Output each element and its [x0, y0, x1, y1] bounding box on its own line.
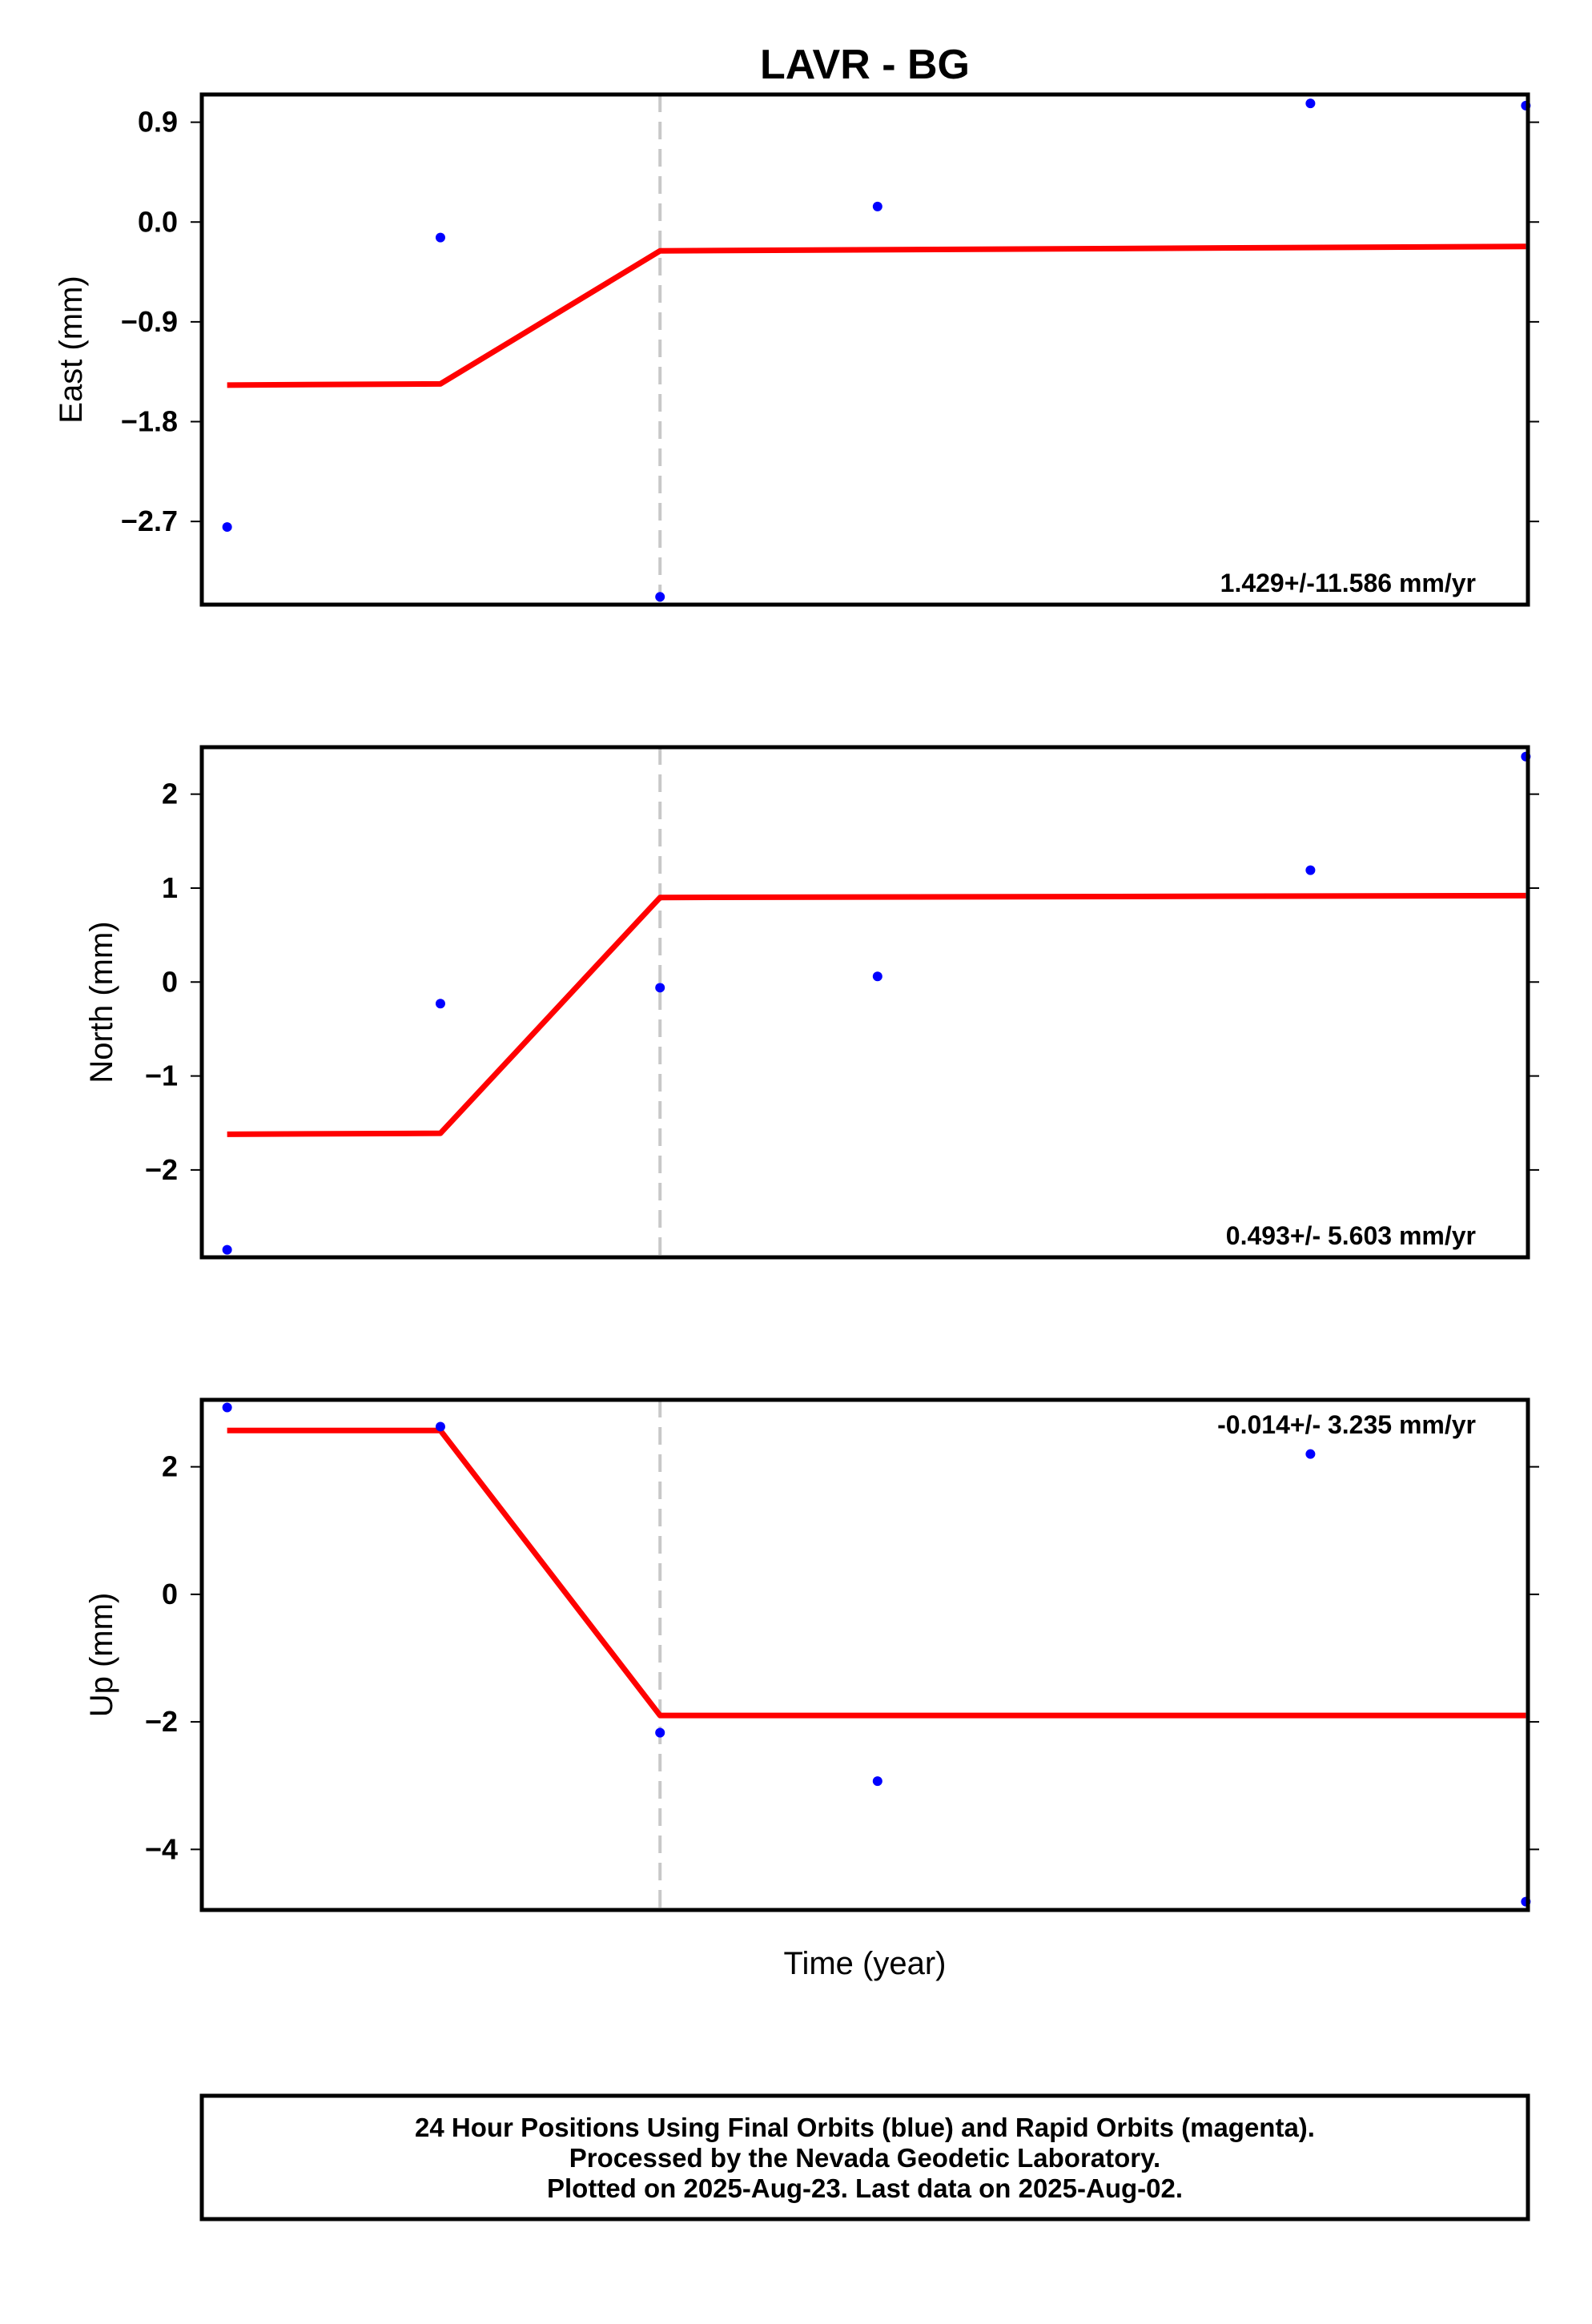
y-axis-label: North (mm): [84, 921, 119, 1083]
data-point: [435, 232, 445, 243]
y-tick-label: 0: [162, 965, 178, 998]
footer-frame: [199, 2093, 1530, 2221]
data-point: [222, 1402, 232, 1413]
panel-frame: [199, 1397, 1530, 1912]
velocity-label: -0.014+/- 3.235 mm/yr: [1217, 1410, 1476, 1439]
data-point: [222, 1244, 232, 1255]
footer-line-2: Processed by the Nevada Geodetic Laborat…: [569, 2143, 1160, 2173]
chart-title: LAVR - BG: [760, 42, 970, 88]
y-tick-label: 2: [162, 778, 178, 810]
y-axis-label: Up (mm): [84, 1593, 119, 1718]
y-tick-label: 0: [162, 1578, 178, 1610]
data-point: [1305, 865, 1316, 875]
y-tick-label: 2: [162, 1450, 178, 1483]
x-axis-label: Time (year): [784, 1946, 947, 1981]
fit-line: [227, 892, 1526, 1137]
panel-3: −4 −2 0 2 Up (mm) -0.014+/- 3.235 mm/yr: [84, 1397, 1539, 1912]
fit-line: [227, 243, 1526, 388]
panel-frame: [199, 745, 1530, 1260]
y-tick-label: 0.0: [138, 205, 178, 238]
data-point: [655, 983, 665, 993]
footer-box: 24 Hour Positions Using Final Orbits (bl…: [199, 2093, 1530, 2221]
y-axis-label: East (mm): [54, 275, 89, 423]
data-point: [435, 999, 445, 1009]
panel-frame: [199, 92, 1530, 607]
data-point: [872, 1776, 882, 1787]
velocity-label: 0.493+/- 5.603 mm/yr: [1226, 1221, 1476, 1250]
data-point: [872, 971, 882, 982]
y-tick-label: 0.9: [138, 106, 178, 139]
y-tick-label: −1.8: [121, 405, 178, 438]
data-point: [872, 201, 882, 211]
data-point: [435, 1421, 445, 1432]
data-point: [1305, 99, 1316, 109]
data-point: [222, 522, 232, 533]
fit-line: [227, 1427, 1526, 1719]
data-point: [1305, 1449, 1316, 1459]
y-tick-label: −4: [145, 1832, 178, 1865]
data-point: [655, 592, 665, 602]
data-point: [655, 1727, 665, 1738]
velocity-label: 1.429+/-11.586 mm/yr: [1220, 569, 1476, 597]
y-tick-label: 1: [162, 871, 178, 904]
y-tick-label: −0.9: [121, 305, 178, 338]
y-tick-label: −2.7: [121, 505, 178, 537]
panel-2: −2 −1 0 1 2 North (mm) 0.493+/- 5.603 mm/yr: [84, 745, 1539, 1260]
y-tick-label: −1: [145, 1059, 178, 1092]
y-tick-label: −2: [145, 1705, 178, 1738]
footer-line-1: 24 Hour Positions Using Final Orbits (bl…: [415, 2113, 1315, 2142]
panel-1: −2.7 −1.8 −0.9 0.0 0.9 East (mm) 1.429+/-11.58…: [54, 92, 1539, 607]
footer-line-3: Plotted on 2025-Aug-23. Last data on 202…: [547, 2173, 1183, 2203]
y-tick-label: −2: [145, 1153, 178, 1186]
panels: −2.7 −1.8 −0.9 0.0 0.9 East (mm) 1.429+/-11.58…: [54, 92, 1539, 1912]
